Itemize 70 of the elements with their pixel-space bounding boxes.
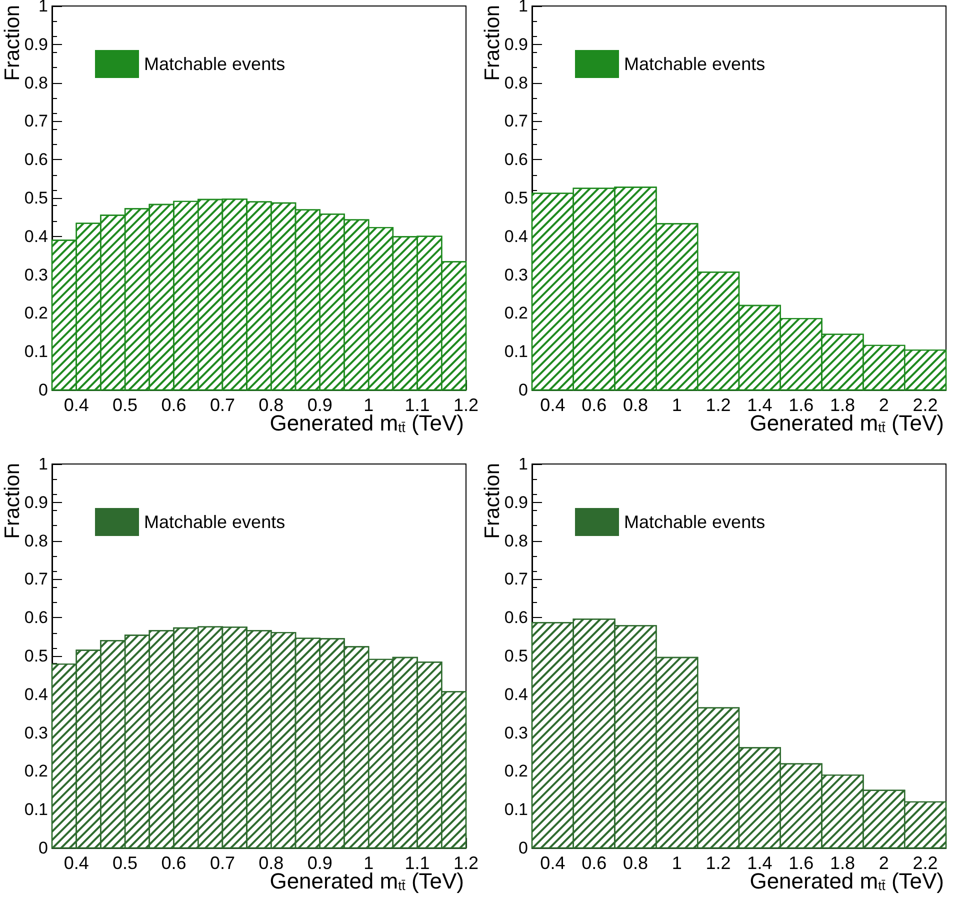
y-axis-title: Fraction bbox=[481, 5, 504, 81]
y-axis-title: Fraction bbox=[1, 463, 24, 539]
y-tick-label: 0.5 bbox=[504, 188, 528, 208]
y-tick-label: 0.2 bbox=[24, 304, 48, 323]
y-tick-label: 0.3 bbox=[24, 723, 48, 742]
y-tick-label: 0 bbox=[518, 380, 528, 400]
y-tick-label: 0.2 bbox=[504, 304, 528, 323]
y-tick-label: 0.1 bbox=[24, 800, 48, 820]
y-tick-label: 0.5 bbox=[24, 646, 48, 666]
y-tick-label: 0 bbox=[518, 838, 528, 858]
x-tick-label: 0.7 bbox=[210, 395, 235, 415]
y-tick-label: 0.2 bbox=[24, 762, 48, 781]
y-tick-label: 1 bbox=[518, 0, 528, 16]
x-tick-label: 0.8 bbox=[622, 853, 648, 873]
y-tick-label: 0.1 bbox=[504, 342, 528, 362]
x-tick-label: 0.5 bbox=[112, 853, 138, 873]
x-tick-label: 1 bbox=[672, 853, 682, 873]
y-axis-title: Fraction bbox=[481, 463, 504, 539]
y-tick-label: 0.4 bbox=[504, 226, 528, 246]
y-tick-label: 0.9 bbox=[504, 492, 528, 512]
y-tick-label: 0.1 bbox=[24, 342, 48, 362]
y-tick-label: 0 bbox=[38, 838, 48, 858]
y-tick-label: 0.8 bbox=[24, 73, 48, 92]
x-tick-label: 0.6 bbox=[161, 395, 186, 415]
y-tick-label: 0.7 bbox=[504, 570, 528, 589]
x-tick-label: 1.2 bbox=[706, 395, 731, 415]
x-tick-label: 0.4 bbox=[64, 395, 89, 415]
legend-label: Matchable events bbox=[144, 54, 286, 74]
y-tick-label: 0.6 bbox=[24, 150, 48, 170]
y-tick-label: 0.8 bbox=[504, 531, 528, 550]
y-tick-label: 1 bbox=[38, 0, 48, 16]
x-tick-label: 0.6 bbox=[582, 853, 607, 873]
y-tick-label: 0 bbox=[38, 380, 48, 400]
y-tick-label: 0.4 bbox=[24, 684, 48, 704]
y-tick-label: 1 bbox=[38, 454, 48, 474]
legend-label: Matchable events bbox=[624, 512, 766, 532]
y-tick-label: 0.6 bbox=[504, 608, 528, 628]
y-tick-label: 0.9 bbox=[24, 492, 48, 512]
y-tick-label: 0.4 bbox=[504, 684, 528, 704]
legend-label: Matchable events bbox=[624, 54, 766, 74]
legend-label: Matchable events bbox=[144, 512, 286, 532]
x-tick-label: 0.6 bbox=[161, 853, 186, 873]
x-tick-label: 0.4 bbox=[64, 853, 89, 873]
y-tick-label: 0.1 bbox=[504, 800, 528, 820]
x-tick-label: 0.8 bbox=[622, 395, 648, 415]
y-tick-label: 0.2 bbox=[504, 762, 528, 781]
x-tick-label: 1 bbox=[672, 395, 682, 415]
y-tick-label: 0.3 bbox=[24, 265, 48, 284]
x-tick-label: 0.7 bbox=[210, 853, 235, 873]
y-tick-label: 0.7 bbox=[24, 570, 48, 589]
y-tick-label: 0.7 bbox=[24, 112, 48, 131]
x-tick-label: 1.2 bbox=[706, 853, 731, 873]
y-tick-label: 0.5 bbox=[24, 188, 48, 208]
y-tick-label: 0.8 bbox=[504, 73, 528, 92]
y-tick-label: 0.3 bbox=[504, 723, 528, 742]
x-tick-label: 0.4 bbox=[540, 853, 566, 873]
y-tick-label: 0.9 bbox=[504, 34, 528, 54]
y-tick-label: 0.5 bbox=[504, 646, 528, 666]
y-axis-title: Fraction bbox=[1, 5, 24, 81]
x-tick-label: 0.4 bbox=[540, 395, 566, 415]
y-tick-label: 0.9 bbox=[24, 34, 48, 54]
y-tick-label: 0.4 bbox=[24, 226, 48, 246]
y-tick-label: 0.3 bbox=[504, 265, 528, 284]
y-tick-label: 1 bbox=[518, 454, 528, 474]
x-tick-label: 0.5 bbox=[112, 395, 138, 415]
y-tick-label: 0.6 bbox=[24, 608, 48, 628]
x-tick-label: 0.6 bbox=[582, 395, 607, 415]
y-tick-label: 0.7 bbox=[504, 112, 528, 131]
y-tick-label: 0.8 bbox=[24, 531, 48, 550]
y-tick-label: 0.6 bbox=[504, 150, 528, 170]
